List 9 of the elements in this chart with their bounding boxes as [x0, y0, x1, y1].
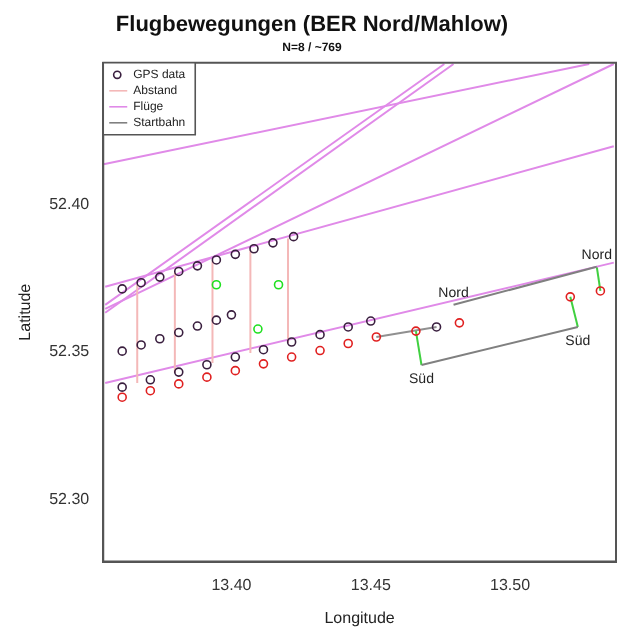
x-axis-title: Longitude: [324, 608, 396, 627]
x-tick-label: 13.50: [490, 575, 532, 594]
chart-title: Flugbewegungen (BER Nord/Mahlow): [115, 13, 509, 38]
y-tick-label: 52.30: [49, 490, 91, 509]
y-tick-label: 52.40: [49, 194, 91, 213]
y-axis-title: Latitude: [16, 282, 35, 341]
x-tick-label: 13.45: [350, 575, 392, 594]
x-tick-label: 13.40: [211, 575, 253, 594]
y-tick-label: 52.35: [49, 342, 91, 361]
